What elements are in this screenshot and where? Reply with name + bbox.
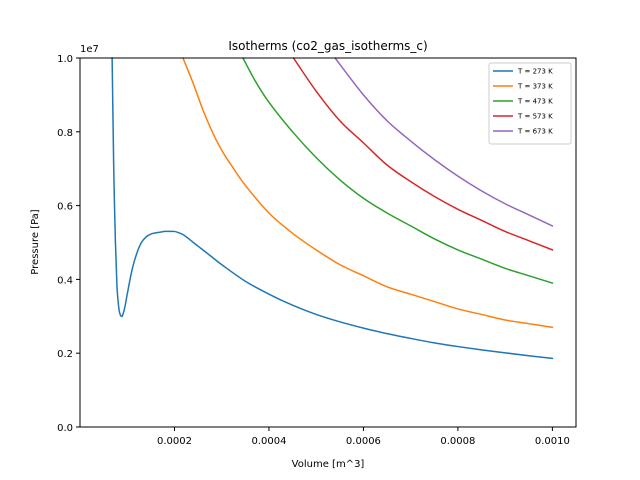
legend-box [488,62,572,145]
x-tick-label: 0.0008 [440,436,475,447]
series-line-373k [182,57,554,329]
x-tick-label: 0.0006 [346,436,381,447]
legend: T = 273 K T = 373 K T = 473 K T = 573 K T = … [488,62,572,145]
plot-frame [79,57,577,428]
legend-label: T = 273 K [517,68,553,76]
x-axis-label: Volume [m^3] [292,459,365,470]
y-tick-label: 0.0 [57,423,73,434]
x-tick-label: 0.0004 [251,436,286,447]
y-tick-label: 0.2 [57,349,73,360]
y-tick-label: 0.6 [57,202,73,213]
y-axis-ticks: 0.0 0.2 0.4 0.6 0.8 1.0 [57,54,80,434]
series-line-273k [111,57,554,360]
legend-label: T = 673 K [517,128,553,136]
y-tick-label: 1.0 [57,54,73,65]
x-tick-label: 0.0002 [157,436,192,447]
x-axis-ticks: 0.0002 0.0004 0.0006 0.0008 0.0010 [157,427,570,447]
y-axis-label: Pressure [Pa] [30,209,41,274]
y-tick-label: 0.4 [57,275,73,286]
series-line-473k [241,56,554,285]
series-line-573k [292,56,554,251]
series-line-673k [334,56,554,227]
y-offset-label: 1e7 [80,44,99,55]
legend-label: T = 573 K [517,113,553,121]
chart-title: Isotherms (co2_gas_isotherms_c) [228,39,427,53]
legend-label: T = 473 K [517,98,553,106]
x-tick-label: 0.0010 [535,436,570,447]
y-tick-label: 0.8 [57,128,73,139]
series-layer [111,56,554,360]
legend-label: T = 373 K [517,83,553,91]
